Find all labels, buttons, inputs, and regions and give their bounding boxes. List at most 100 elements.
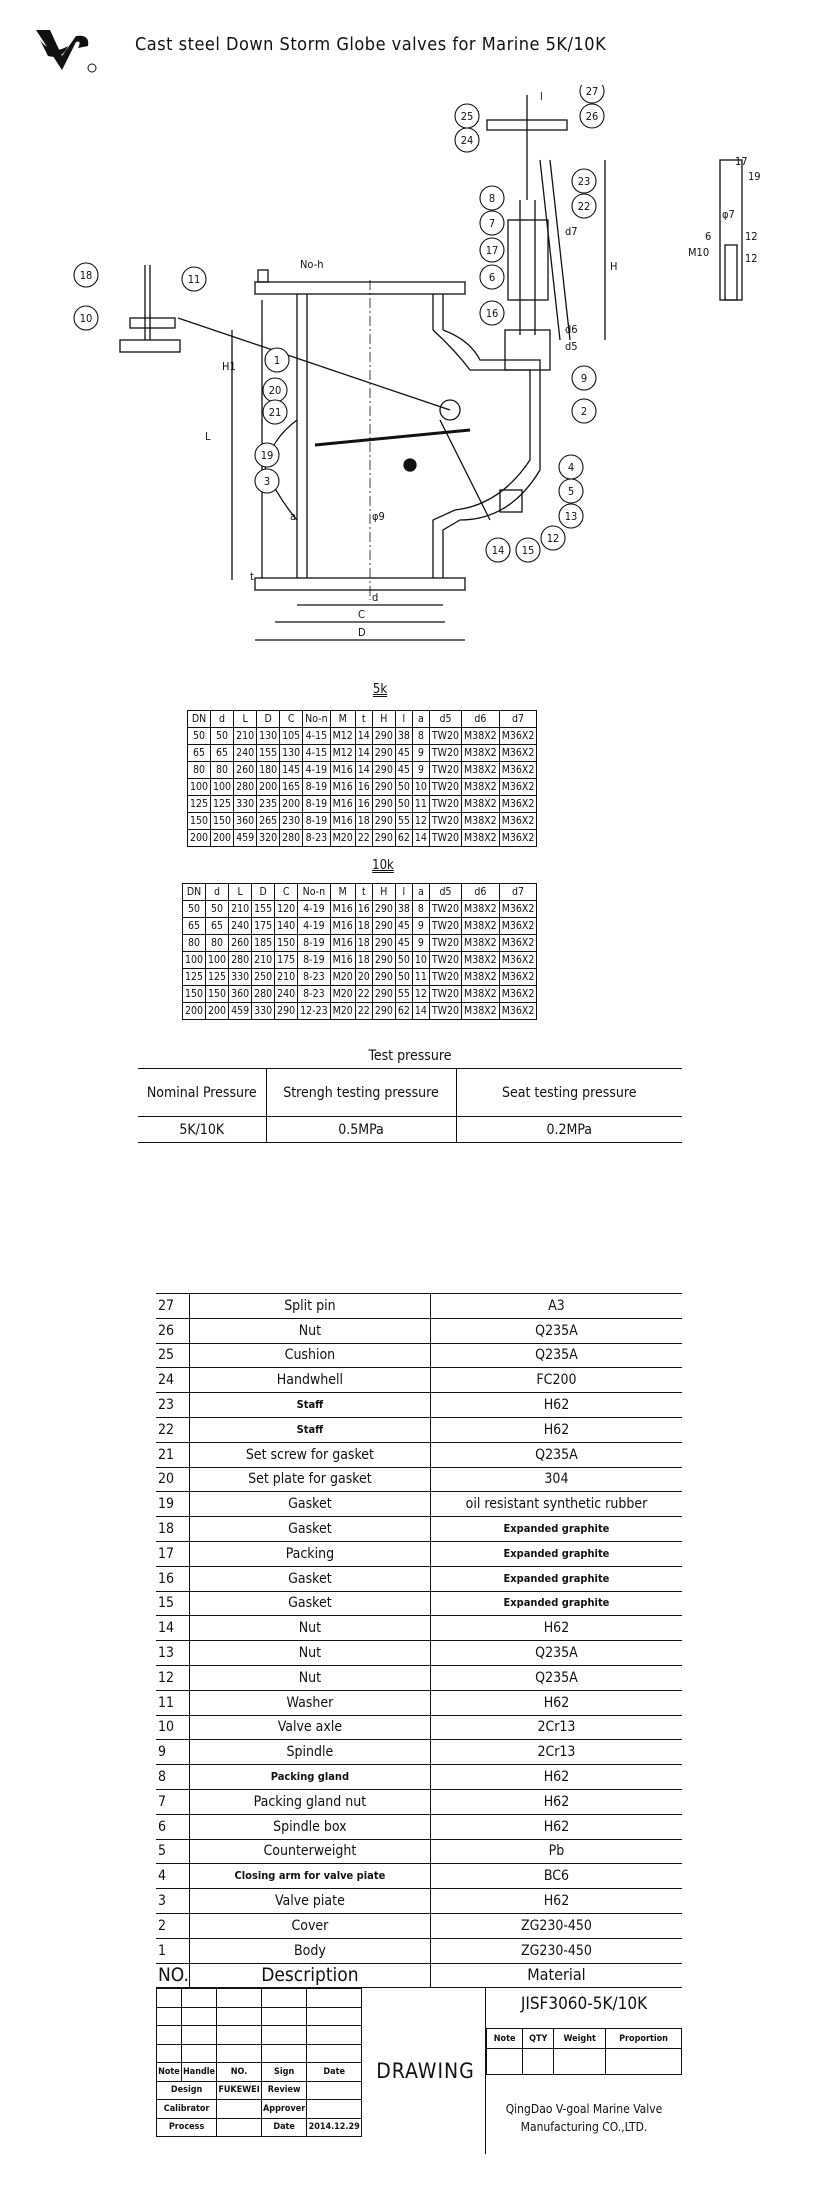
callout-5: 5: [558, 478, 584, 504]
cell: 38: [394, 727, 413, 745]
table-row: 80 80 260 180 145 4-19 M16 14 290 45 9 TW20 M38X2 M36…: [186, 761, 538, 779]
part-description: Spindle box: [188, 1814, 431, 1840]
cell: 150: [274, 934, 299, 952]
part-description: Nut: [188, 1318, 431, 1344]
th-nominal: Nominal Pressure: [138, 1068, 266, 1117]
cell: 100: [181, 951, 207, 969]
part-no: 5: [156, 1839, 190, 1865]
cell: TW20: [428, 744, 463, 762]
cell: 290: [371, 778, 396, 796]
cell: M38X2: [461, 812, 500, 830]
cell: M36X2: [498, 761, 538, 779]
cell: 55: [394, 812, 413, 830]
part-description: Nut: [188, 1665, 431, 1691]
cell: 265: [256, 812, 281, 830]
dimension-label: d6: [565, 323, 578, 336]
cell: M36X2: [498, 934, 538, 952]
cell: M38X2: [461, 829, 500, 847]
cell: 125: [186, 795, 212, 813]
cell: 250: [251, 968, 276, 986]
part-no: 21: [156, 1442, 190, 1468]
cell: 14: [411, 829, 430, 847]
dimension-label: No-h: [300, 258, 324, 271]
part-description: Set screw for gasket: [188, 1442, 431, 1468]
cell: M38X2: [461, 795, 500, 813]
parts-header: NO. Description Material: [156, 1963, 682, 1989]
part-description: Packing gland: [188, 1764, 431, 1790]
callout-number: 12: [547, 532, 560, 545]
cell: 290: [371, 761, 396, 779]
cell: 130: [279, 744, 304, 762]
th-note: Note: [156, 2062, 182, 2082]
date-label: Date: [260, 2117, 308, 2137]
part-description: Staff: [188, 1417, 431, 1443]
part-material: Expanded graphite: [429, 1566, 682, 1592]
cell: 180: [256, 761, 281, 779]
part-row: 2 Cover ZG230-450: [156, 1913, 682, 1939]
part-description: Washer: [188, 1690, 431, 1716]
part-row: 16 Gasket Expanded graphite: [156, 1566, 682, 1592]
part-row: 3 Valve piate H62: [156, 1888, 682, 1914]
cell: 50: [394, 795, 413, 813]
part-no: 23: [156, 1392, 190, 1418]
cell: 65: [205, 917, 230, 935]
cell: 200: [210, 829, 235, 847]
td-nominal: 5K/10K: [138, 1116, 266, 1143]
cell: 18: [354, 951, 373, 969]
th-seat: Seat testing pressure: [455, 1068, 682, 1117]
cell: 125: [181, 968, 207, 986]
cell: M16: [329, 934, 356, 952]
part-material: Expanded graphite: [429, 1541, 682, 1567]
part-no: 11: [156, 1690, 190, 1716]
cell: M16: [329, 795, 356, 813]
part-no: 1: [156, 1938, 190, 1964]
part-row: 1 Body ZG230-450: [156, 1938, 682, 1964]
cell: M36X2: [498, 951, 538, 969]
cell: 4-15: [302, 727, 331, 745]
cell: 8-23: [302, 829, 331, 847]
callout-number: 15: [522, 544, 535, 557]
cell: 12: [411, 812, 430, 830]
cell: 360: [228, 985, 253, 1003]
callout-2: 2: [571, 398, 597, 424]
callout-26: 26: [579, 103, 605, 129]
cell: M20: [329, 985, 356, 1003]
part-no: 16: [156, 1566, 190, 1592]
cell: 290: [371, 829, 396, 847]
callout-number: 8: [489, 192, 495, 205]
cell: 280: [251, 985, 276, 1003]
part-material: Q235A: [429, 1442, 682, 1468]
cell: 8: [411, 900, 430, 918]
part-material: H62: [429, 1888, 682, 1914]
table-row: 65 65 240 155 130 4-15 M12 14 290 45 9 TW20 M38X2 M36…: [186, 744, 538, 762]
callout-16: 16: [479, 300, 505, 326]
cell: M36X2: [498, 1002, 538, 1020]
part-material: oil resistant synthetic rubber: [429, 1491, 682, 1518]
cell: 210: [274, 968, 299, 986]
cell: 8-23: [297, 968, 331, 986]
part-description: Cover: [188, 1913, 431, 1939]
callout-number: 17: [486, 244, 499, 257]
cell: M36X2: [498, 795, 538, 813]
callout-number: 21: [269, 406, 282, 419]
cell: 200: [186, 829, 212, 847]
part-description: Gasket: [188, 1566, 431, 1592]
cell: 22: [354, 829, 373, 847]
table-row: 100 100 280 210 175 8-19 M16 18 290 50 10 TW20 M38X2…: [181, 951, 538, 969]
cell: 240: [233, 744, 258, 762]
part-material: Expanded graphite: [429, 1516, 682, 1542]
callout-number: 27: [586, 85, 599, 98]
col-header: No-n: [302, 710, 331, 728]
design-label: Design: [155, 2080, 218, 2100]
callout-19: 19: [254, 442, 280, 468]
table-row: 125 125 330 235 200 8-19 M16 16 290 50 11 TW20 M38X2…: [186, 795, 538, 813]
col-header: d7: [498, 710, 538, 728]
cell: M38X2: [461, 744, 500, 762]
callout-7: 7: [479, 210, 505, 236]
company-line-1: QingDao V-goal Marine Valve: [505, 2102, 663, 2116]
cell: 12-23: [297, 1002, 331, 1020]
callout-number: 10: [80, 312, 93, 325]
cell: 200: [256, 778, 281, 796]
test-pressure-table: Nominal Pressure Strengh testing pressure…: [138, 1068, 682, 1143]
